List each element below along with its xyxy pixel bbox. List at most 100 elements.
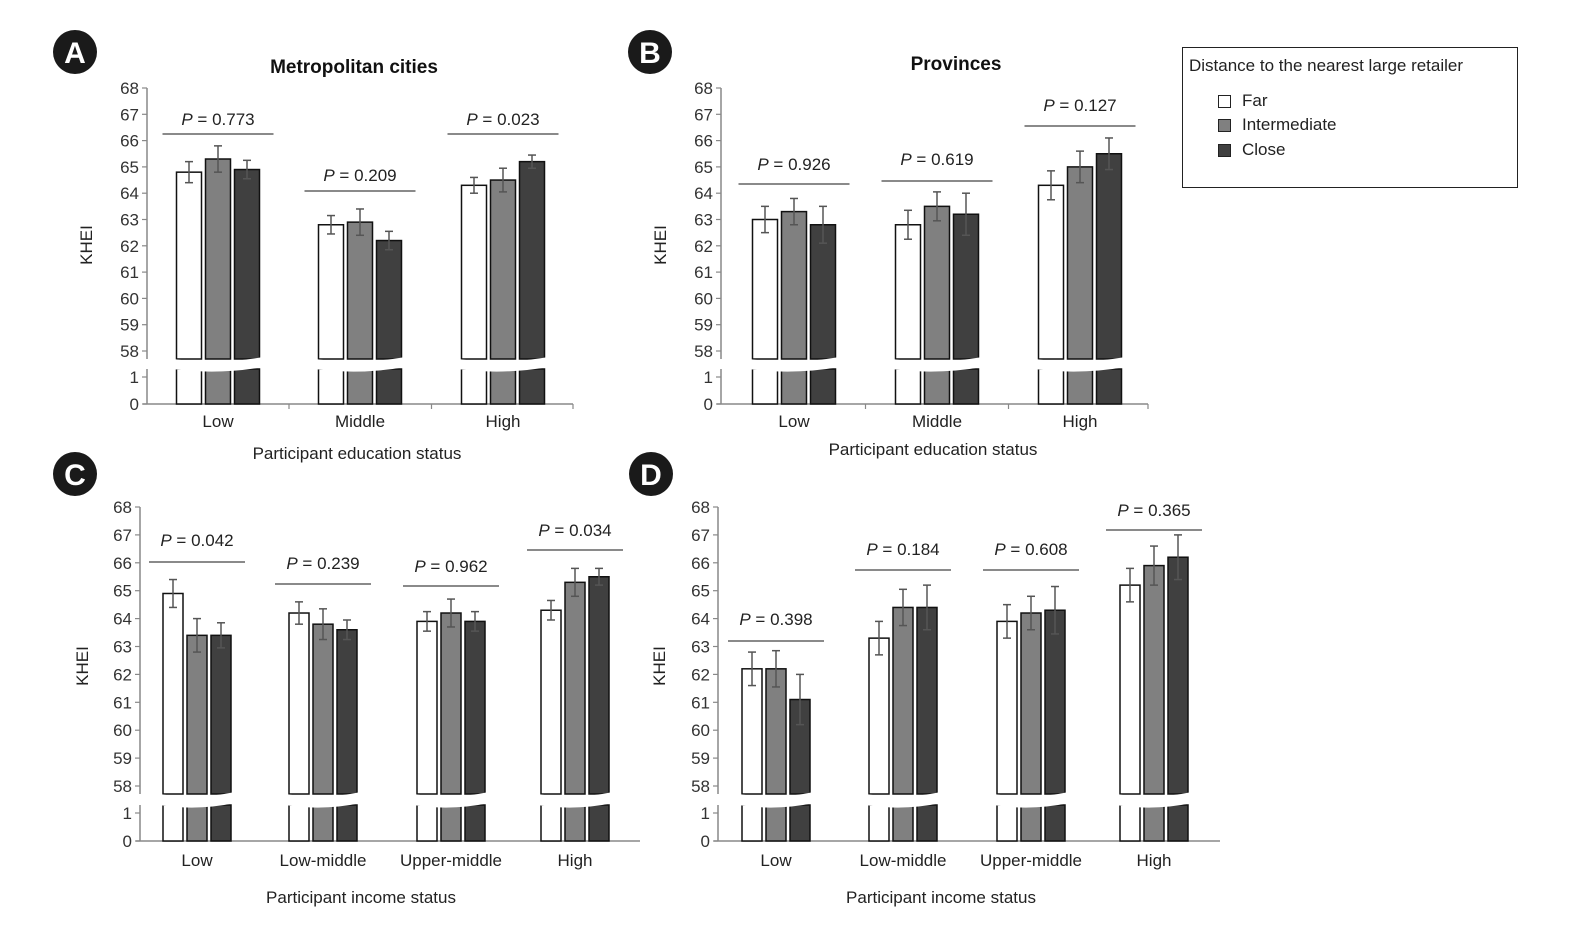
x-axis-title: Participant income status bbox=[846, 888, 1036, 907]
p-value-number: = 0.398 bbox=[751, 610, 813, 629]
panel-badge bbox=[53, 30, 97, 74]
category-label: Low bbox=[202, 412, 234, 431]
bar-intermediate-upper bbox=[564, 581, 586, 795]
p-value-label: P = 0.127 bbox=[1043, 96, 1116, 115]
panel-a: A Metropolitan cities 0 1 58 59 60 61 62 63 64 65 66… bbox=[53, 30, 574, 463]
axis-break-mask bbox=[865, 792, 941, 808]
y-tick-label: 65 bbox=[113, 582, 132, 601]
bar-far-lower bbox=[1037, 368, 1065, 405]
y-tick-label: 59 bbox=[120, 316, 139, 335]
p-value-label: P = 0.962 bbox=[414, 557, 487, 576]
y-tick-label: 59 bbox=[113, 749, 132, 768]
bar-far-lower bbox=[868, 804, 890, 842]
y-tick-label: 67 bbox=[694, 105, 713, 124]
y-tick-label: 0 bbox=[130, 395, 139, 414]
p-symbol: P bbox=[757, 155, 769, 174]
y-tick-label: 1 bbox=[123, 804, 132, 823]
panel-badge-letter: C bbox=[64, 459, 86, 492]
bar-intermediate-lower bbox=[765, 804, 787, 842]
panel-badge bbox=[53, 452, 97, 496]
bar-close-upper bbox=[464, 620, 486, 795]
p-value-number: = 0.608 bbox=[1006, 540, 1068, 559]
bar-close-lower bbox=[1095, 368, 1123, 405]
p-value-label: P = 0.239 bbox=[286, 554, 359, 573]
axis-break-mask bbox=[738, 792, 814, 808]
p-symbol: P bbox=[538, 521, 550, 540]
category-label: Middle bbox=[912, 412, 962, 431]
panel-title: Provinces bbox=[911, 54, 1002, 75]
bar-intermediate-lower bbox=[489, 368, 517, 405]
y-tick-label: 62 bbox=[694, 237, 713, 256]
p-value-label: P = 0.042 bbox=[160, 531, 233, 550]
y-tick-label: 58 bbox=[113, 777, 132, 796]
p-symbol: P bbox=[900, 150, 912, 169]
p-value-label: P = 0.773 bbox=[181, 110, 254, 129]
p-value-label: P = 0.398 bbox=[739, 610, 812, 629]
bar-close-lower bbox=[789, 804, 811, 842]
bar-close-lower bbox=[809, 368, 837, 405]
y-tick-label: 0 bbox=[123, 832, 132, 851]
axis-break-mask bbox=[457, 357, 549, 372]
p-value-number: = 0.023 bbox=[478, 110, 540, 129]
bar-intermediate-lower bbox=[1066, 368, 1094, 405]
bar-far-lower bbox=[162, 804, 184, 842]
axis-break-mask bbox=[891, 357, 983, 372]
p-value-number: = 0.926 bbox=[769, 155, 831, 174]
legend-label: Close bbox=[1242, 140, 1286, 159]
bar-intermediate-upper bbox=[1143, 564, 1165, 795]
panel-badge bbox=[628, 30, 672, 74]
bar-intermediate-lower bbox=[186, 804, 208, 842]
p-value-number: = 0.034 bbox=[550, 521, 612, 540]
bar-close-upper bbox=[588, 576, 610, 795]
bar-close-lower bbox=[210, 804, 232, 842]
y-tick-label: 66 bbox=[691, 554, 710, 573]
category-label: High bbox=[558, 851, 593, 870]
y-axis-title: KHEI bbox=[77, 225, 96, 265]
bar-far-upper bbox=[751, 218, 779, 360]
bar-far-upper bbox=[741, 668, 763, 795]
bar-close-lower bbox=[233, 368, 261, 405]
y-tick-label: 59 bbox=[691, 749, 710, 768]
y-tick-label: 1 bbox=[130, 368, 139, 387]
bar-intermediate-upper bbox=[780, 210, 808, 360]
bar-close-upper bbox=[375, 239, 403, 360]
p-value-number: = 0.619 bbox=[912, 150, 974, 169]
p-value-label: P = 0.619 bbox=[900, 150, 973, 169]
bar-intermediate-upper bbox=[312, 623, 334, 795]
bar-intermediate-lower bbox=[346, 368, 374, 405]
bar-close-upper bbox=[1044, 609, 1066, 795]
y-axis-title: KHEI bbox=[650, 646, 669, 686]
bar-intermediate-lower bbox=[440, 804, 462, 842]
category-label: Low-middle bbox=[280, 851, 367, 870]
category-label: Middle bbox=[335, 412, 385, 431]
y-tick-label: 68 bbox=[691, 498, 710, 517]
bar-intermediate-lower bbox=[923, 368, 951, 405]
bar-far-lower bbox=[741, 804, 763, 842]
bar-far-lower bbox=[460, 368, 488, 405]
bar-far-upper bbox=[416, 620, 438, 795]
axis-break-mask bbox=[993, 792, 1069, 808]
bar-far-upper bbox=[288, 612, 310, 795]
bar-far-upper bbox=[1119, 584, 1141, 795]
y-tick-label: 65 bbox=[691, 582, 710, 601]
panel-badge-letter: B bbox=[639, 37, 661, 70]
p-symbol: P bbox=[1043, 96, 1055, 115]
category-label: High bbox=[1063, 412, 1098, 431]
y-axis-title: KHEI bbox=[651, 225, 670, 265]
bar-far-lower bbox=[317, 368, 345, 405]
y-tick-label: 58 bbox=[120, 342, 139, 361]
category-label: Low bbox=[760, 851, 792, 870]
legend-label: Intermediate bbox=[1242, 115, 1337, 134]
y-tick-label: 63 bbox=[691, 638, 710, 657]
bar-intermediate-upper bbox=[204, 158, 232, 360]
bar-close-upper bbox=[1167, 556, 1189, 795]
y-tick-label: 0 bbox=[704, 395, 713, 414]
axis-break-mask bbox=[413, 792, 489, 808]
bar-close-upper bbox=[916, 606, 938, 795]
bar-far-lower bbox=[288, 804, 310, 842]
y-tick-label: 64 bbox=[113, 610, 132, 629]
bar-intermediate-lower bbox=[1143, 804, 1165, 842]
bar-close-lower bbox=[588, 804, 610, 842]
bar-intermediate-lower bbox=[1020, 804, 1042, 842]
p-value-label: P = 0.034 bbox=[538, 521, 611, 540]
